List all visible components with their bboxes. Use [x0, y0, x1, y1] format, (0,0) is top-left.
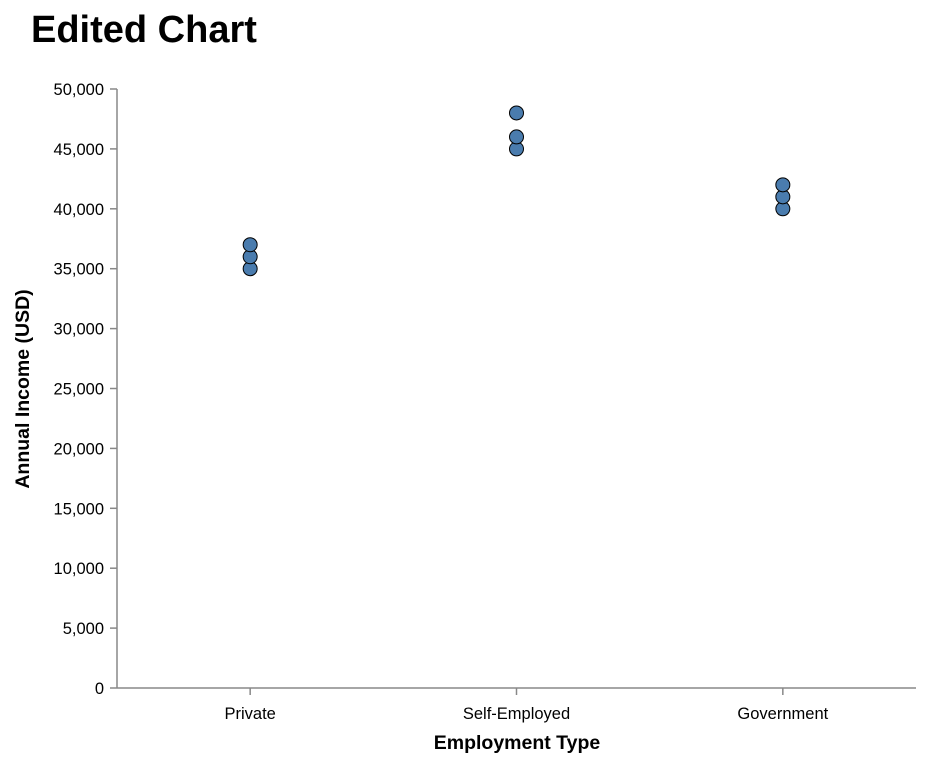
y-tick-label: 40,000 — [54, 201, 104, 219]
y-tick-label: 30,000 — [54, 321, 104, 339]
y-tick-label: 15,000 — [54, 500, 104, 518]
x-tick-label: Private — [224, 705, 275, 723]
data-points — [242, 105, 791, 277]
y-tick-label: 5,000 — [63, 620, 104, 638]
y-tick-label: 35,000 — [54, 261, 104, 279]
y-tick-label: 25,000 — [54, 381, 104, 399]
y-tick-label: 0 — [95, 680, 104, 698]
x-tick-label: Government — [737, 705, 828, 723]
y-tick-label: 10,000 — [54, 560, 104, 578]
data-point — [509, 105, 524, 121]
x-axis: Private Self-Employed Government — [117, 687, 916, 723]
y-tick-label: 50,000 — [54, 81, 104, 99]
data-point — [242, 237, 258, 253]
x-axis-title: Employment Type — [434, 732, 601, 754]
chart-title: Edited Chart — [31, 9, 257, 51]
y-tick-label: 20,000 — [54, 440, 104, 458]
y-axis-title: Annual Income (USD) — [12, 289, 34, 488]
y-tick-label: 45,000 — [54, 141, 104, 159]
y-axis: 0 5,000 10,000 15,000 20,000 25,000 30,000 35,0… — [54, 81, 118, 698]
data-point — [509, 129, 524, 145]
x-tick-label: Self-Employed — [463, 705, 570, 723]
data-point — [775, 177, 791, 193]
